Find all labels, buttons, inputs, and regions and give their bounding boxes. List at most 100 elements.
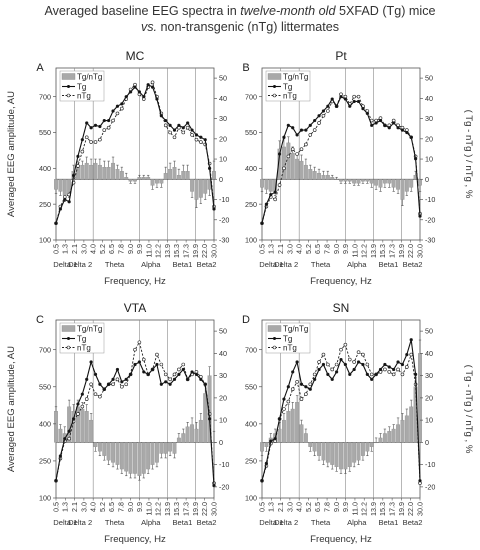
bar [198, 419, 203, 443]
left-tick-label: 250 [245, 200, 257, 209]
series-nTg-point [150, 80, 155, 85]
bar [203, 393, 208, 443]
band-label: Theta [105, 260, 125, 269]
left-axis-label: Averaged EEG amplitude, AU [6, 346, 17, 472]
series-Tg-point [190, 128, 194, 132]
bar [62, 179, 67, 196]
x-tick-label: 9.9 [135, 502, 144, 512]
series-nTg-point [133, 347, 137, 352]
x-tick-label: 15.3 [172, 502, 181, 516]
right-tick-label: 50 [219, 74, 227, 83]
series-nTg-point [317, 121, 321, 125]
bar [146, 442, 151, 470]
bar [295, 402, 300, 443]
bar [325, 175, 330, 180]
series-Tg-point [129, 372, 133, 376]
series-Tg-point [115, 367, 120, 372]
series-Tg-point [129, 90, 133, 94]
bar [409, 179, 414, 188]
x-tick-label: 0.5 [257, 244, 266, 254]
series-Tg-point [203, 382, 207, 386]
band-label: Alpha [141, 518, 161, 527]
series-Tg-point [277, 152, 282, 156]
series-Tg-point [120, 380, 124, 384]
bar [387, 179, 392, 184]
series-nTg-point [98, 137, 102, 142]
series-nTg-point [409, 352, 414, 357]
left-tick-label: 700 [39, 345, 51, 354]
series-Tg-point [378, 118, 383, 123]
series-Tg-point [396, 126, 400, 130]
x-tick-label: 9.0 [332, 502, 341, 512]
right-tick-label: 50 [425, 74, 433, 83]
bar [343, 179, 348, 182]
series-nTg-point [277, 183, 282, 187]
x-tick-label: 9.9 [341, 502, 350, 512]
x-tick-label: 22.0 [406, 244, 415, 258]
panel-title: Pt [335, 49, 347, 63]
x-tick-label: 22.0 [406, 502, 415, 516]
legend-label: Tg/nTg [77, 72, 102, 81]
x-tick-label: 12.2 [360, 244, 369, 258]
right-tick-label: -20 [219, 215, 229, 224]
legend-marker-tg [273, 337, 276, 340]
series-nTg-point [387, 370, 392, 374]
bar [137, 177, 142, 180]
x-tick-label: 1.3 [61, 244, 70, 254]
band-label: Theta [105, 518, 125, 527]
series-Tg-point [111, 109, 115, 113]
series-Tg-point [339, 95, 343, 99]
x-tick-label: 13.9 [369, 244, 378, 258]
series-Tg-point [352, 367, 356, 372]
series-nTg-point [89, 140, 93, 144]
figure-title-line-2: vs. non-transgenic (nTg) littermates [141, 20, 339, 34]
legend-label: Tg [77, 334, 86, 343]
series-Tg-point [326, 104, 330, 108]
x-tick-label: 19.9 [191, 502, 200, 516]
series-Tg-point [150, 367, 155, 372]
bar [281, 419, 286, 443]
series-Tg-point [186, 121, 190, 125]
series-nTg-point [98, 394, 102, 399]
bar [124, 177, 129, 180]
bar [352, 179, 357, 184]
x-tick-label: 3.0 [285, 502, 294, 512]
series-Tg-point [264, 461, 268, 465]
x-tick-label: 15.3 [172, 244, 181, 258]
right-axis-label: ( Tg - nTg ) / nTg , % [463, 365, 474, 454]
bar [303, 433, 308, 443]
bar [396, 179, 401, 190]
bar [97, 442, 102, 452]
series-Tg-point [111, 377, 115, 381]
right-tick-label: 20 [219, 393, 227, 402]
series-Tg-point [409, 135, 413, 139]
series-Tg-point [383, 362, 387, 367]
series-Tg-point [374, 121, 378, 125]
series-Tg-point [194, 133, 199, 137]
series-Tg-point [321, 362, 326, 367]
bar [154, 179, 159, 184]
series-Tg-point [396, 360, 400, 364]
band-label: Alpha [141, 260, 161, 269]
series-Tg-point [370, 377, 374, 381]
series-nTg-point [106, 125, 111, 130]
x-axis-label: Frequency, Hz [104, 534, 166, 545]
right-tick-label: 30 [219, 114, 227, 123]
series-Tg-point [159, 382, 163, 386]
series-nTg-point [312, 372, 317, 377]
series-Tg-point [339, 357, 343, 362]
series-Tg-point [308, 123, 312, 127]
series-Tg-point [326, 372, 330, 376]
right-tick-label: 10 [219, 155, 227, 164]
series-Tg-point [190, 370, 194, 374]
bar [330, 177, 335, 180]
panel-D: 100 250 400 550 700 -20 -10 0 10 20 30 40 50 0.5 1.3 2.… [242, 301, 474, 545]
series-nTg-point [172, 372, 177, 377]
bar [352, 442, 357, 463]
bar [54, 411, 58, 443]
series-Tg-point [172, 377, 177, 381]
series-Tg-point [317, 114, 321, 118]
right-tick-label: 0 [219, 175, 223, 184]
